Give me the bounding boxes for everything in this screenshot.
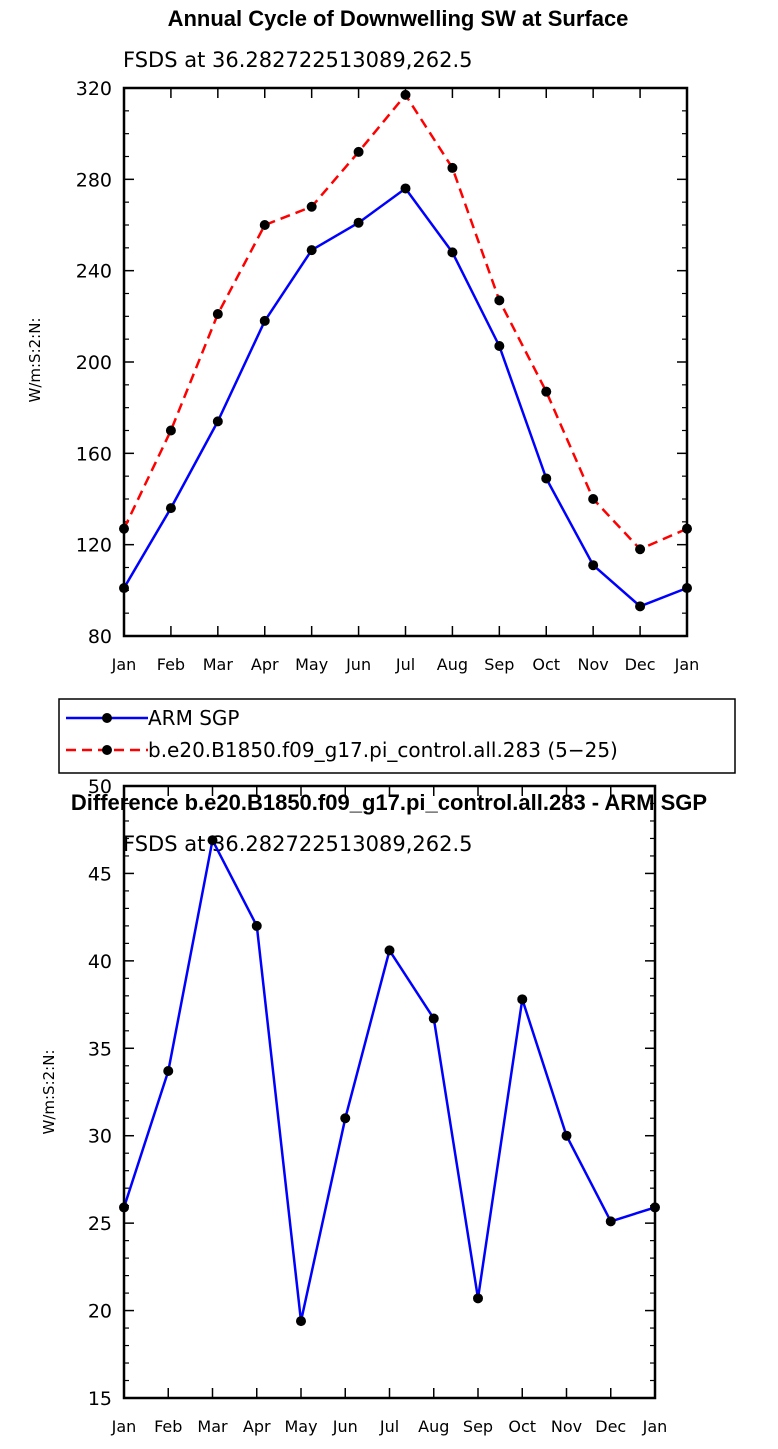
chart2-axes: 15 20 25 30 35 40 45 50 Jan Feb Mar Apr May Jun Jul Aug… (88, 776, 668, 1436)
chart2-y-tick-label: 45 (88, 863, 112, 885)
chart1-y-tick-label: 240 (76, 261, 112, 283)
chart1-y-tick-label: 320 (76, 78, 112, 100)
chart1-series-0-point (306, 245, 317, 256)
chart1-y-tick-label: 120 (76, 535, 112, 557)
chart2-series-line-0 (122, 838, 656, 1323)
chart1-series-1-point (306, 201, 317, 212)
chart2-x-tick-label: Aug (418, 1417, 449, 1436)
chart2-y-tick-label: 15 (88, 1388, 112, 1410)
chart1-x-tick-label: May (295, 655, 328, 674)
chart1-title: Annual Cycle of Downwelling SW at Surfac… (168, 6, 629, 31)
chart1-series-line-1 (122, 93, 688, 551)
chart1-series-0-point (541, 473, 552, 484)
chart2-x-tick-label: Jan (642, 1417, 668, 1436)
chart2-series-0-point (340, 1113, 351, 1124)
legend-marker-model (102, 745, 112, 755)
chart1-x-tick-label: Oct (532, 655, 560, 674)
chart2-series-0-point (251, 920, 262, 931)
chart2-series-0-point (163, 1066, 174, 1077)
chart2-x-tick-label: Oct (508, 1417, 536, 1436)
chart1-x-tick-label: Feb (157, 655, 185, 674)
chart1-series-0-point (259, 315, 270, 326)
chart1-series-1-point (353, 146, 364, 157)
chart1-y-axis-label: W/m:S:2:N: (26, 318, 44, 403)
legend-marker-arm-sgp (102, 713, 112, 723)
chart1-series-1-point (165, 425, 176, 436)
chart2-y-tick-label: 35 (88, 1038, 112, 1060)
chart2-plot-frame (122, 784, 657, 1400)
chart1-series-1-point (212, 309, 223, 320)
chart2-x-tick-label: Jun (332, 1417, 358, 1436)
chart2-x-tick-label: Jul (379, 1417, 399, 1436)
chart1-legend: ARM SGP b.e20.B1850.f09_g17.pi_control.a… (58, 698, 736, 774)
chart1-subtitle: FSDS at 36.282722513089,262.5 (123, 48, 473, 72)
chart1-y-tick-label: 200 (76, 352, 112, 374)
chart1-series-0-point (353, 217, 364, 228)
chart2-y-tick-label: 50 (88, 776, 112, 798)
chart2-x-tick-label: Feb (154, 1417, 182, 1436)
chart2-x-tick-label: Nov (551, 1417, 582, 1436)
chart1-x-tick-label: Jul (395, 655, 415, 674)
chart2-y-tick-label: 20 (88, 1301, 112, 1323)
chart1-series-0-point (165, 503, 176, 514)
chart1-data-points (119, 89, 692, 612)
chart1-x-tick-label: Apr (251, 655, 279, 674)
chart2-series-lines (122, 838, 656, 1323)
chart1-series-1-point (400, 89, 411, 100)
chart2-series-0-point (296, 1316, 306, 1327)
chart2-x-tick-label: May (284, 1417, 317, 1436)
chart2-x-tick-label: Sep (463, 1417, 493, 1436)
chart1-series-1-point (447, 162, 458, 173)
chart2-y-tick-label: 25 (88, 1213, 112, 1235)
chart1-y-tick-label: 280 (76, 169, 112, 191)
chart1-series-0-point (588, 560, 599, 571)
chart1-x-tick-label: Dec (625, 655, 656, 674)
chart2-series-0-point (384, 945, 395, 956)
chart1-series-0-point (400, 183, 411, 194)
chart1-x-tick-label: Jan (674, 655, 700, 674)
chart1-x-tick-label: Nov (578, 655, 609, 674)
chart1-x-tick-label: Aug (437, 655, 468, 674)
chart-difference: Difference b.e20.B1850.f09_g17.pi_contro… (40, 776, 707, 1436)
legend-label-arm-sgp: ARM SGP (148, 706, 239, 730)
chart1-y-tick-label: 160 (76, 443, 112, 465)
chart1-plot-frame (122, 86, 689, 638)
chart1-series-0-point (635, 601, 646, 612)
chart1-axes: 80 120 160 200 240 280 320 Jan Feb Mar Apr May Jun Ju… (76, 78, 700, 674)
chart2-x-tick-label: Apr (243, 1417, 271, 1436)
chart2-series-0-point (605, 1216, 616, 1227)
chart2-series-0-point (473, 1293, 483, 1304)
legend-label-model: b.e20.B1850.f09_g17.pi_control.all.283 (… (148, 738, 618, 762)
chart1-x-tick-label: Jan (111, 655, 137, 674)
chart1-x-tick-label: Jun (345, 655, 371, 674)
chart2-x-tick-label: Dec (595, 1417, 626, 1436)
chart2-subtitle: FSDS at 36.282722513089,262.5 (123, 832, 473, 856)
chart1-series-lines (122, 93, 688, 608)
chart2-y-tick-label: 30 (88, 1126, 112, 1148)
chart1-series-1-point (541, 386, 552, 397)
chart1-series-1-point (494, 295, 505, 306)
chart2-series-0-point (517, 994, 528, 1005)
chart2-x-tick-label: Jan (111, 1417, 137, 1436)
chart1-series-0-point (212, 416, 223, 427)
chart1-series-1-point (635, 544, 646, 555)
chart1-series-1-point (259, 220, 270, 230)
chart1-series-0-point (447, 247, 458, 258)
chart1-y-tick-label: 80 (88, 626, 112, 648)
chart1-series-line-0 (122, 187, 688, 608)
legend-box (58, 698, 736, 774)
chart2-series-0-point (207, 835, 218, 846)
chart1-series-1-point (588, 494, 599, 504)
chart1-x-tick-label: Sep (484, 655, 514, 674)
chart2-series-0-point (428, 1013, 439, 1024)
chart1-series-0-point (494, 341, 505, 352)
chart2-y-tick-label: 40 (88, 951, 112, 973)
chart1-x-tick-label: Mar (203, 655, 234, 674)
chart2-x-tick-label: Mar (197, 1417, 228, 1436)
chart2-series-0-point (561, 1130, 572, 1141)
chart-annual-cycle: Annual Cycle of Downwelling SW at Surfac… (26, 6, 699, 674)
chart2-y-axis-label: W/m:S:2:N: (40, 1050, 58, 1135)
